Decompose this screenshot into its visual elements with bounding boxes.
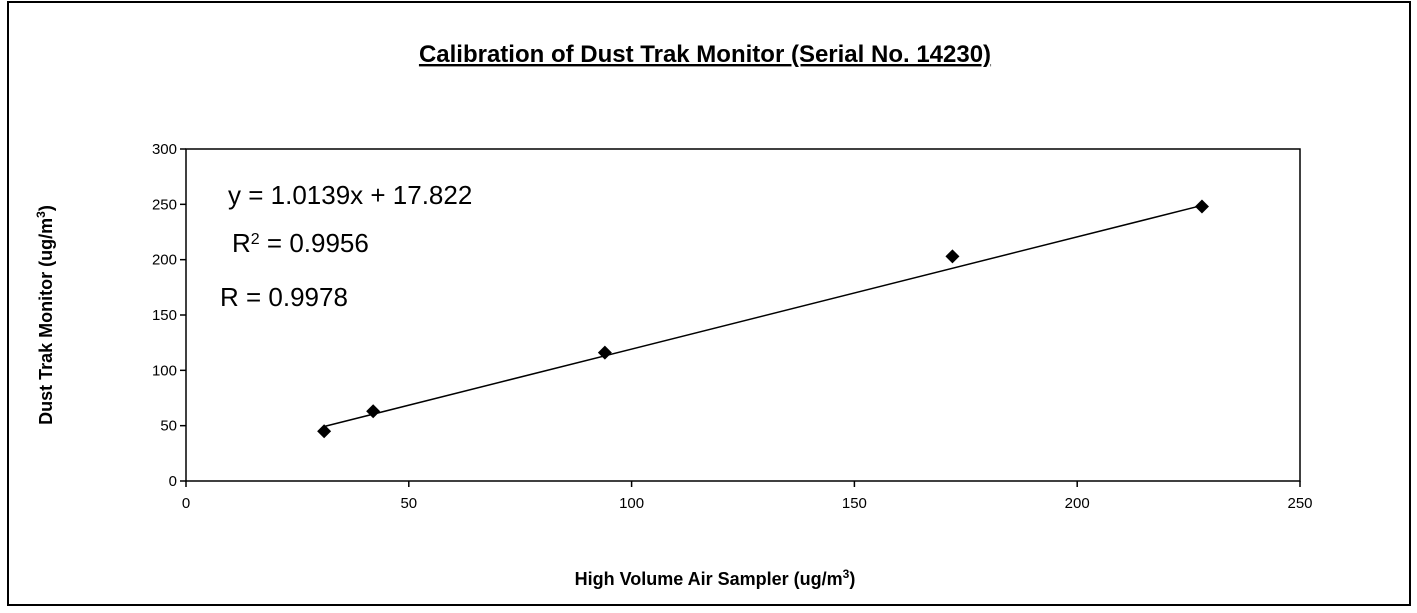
x-axis-label-tail: ) xyxy=(849,569,855,589)
r-value: R = 0.9978 xyxy=(220,282,348,312)
data-point xyxy=(317,424,332,439)
x-axis-label-sup: 3 xyxy=(843,567,850,581)
y-tick-label: 0 xyxy=(169,473,177,490)
y-axis-label-tail: ) xyxy=(36,205,56,211)
y-tick-label: 150 xyxy=(152,307,177,324)
y-tick-label: 100 xyxy=(152,362,177,379)
trendline-equation: y = 1.0139x + 17.822 xyxy=(228,180,472,210)
y-axis-label: Dust Trak Monitor (ug/m3) xyxy=(34,205,56,425)
data-point xyxy=(597,345,612,360)
y-tick-label: 250 xyxy=(152,196,177,213)
r-squared-tail: = 0.9956 xyxy=(260,228,369,258)
r-squared-text: R xyxy=(232,228,251,258)
y-tick-label: 300 xyxy=(152,141,177,158)
data-point xyxy=(366,404,381,419)
x-tick-label: 200 xyxy=(1065,495,1090,512)
x-tick-label: 100 xyxy=(619,495,644,512)
trendline xyxy=(323,204,1203,428)
data-point xyxy=(945,249,960,264)
x-axis-label-text: High Volume Air Sampler (ug/m xyxy=(575,569,843,589)
r-squared-sup: 2 xyxy=(251,231,260,248)
r-squared: R2 = 0.9956 xyxy=(232,228,369,258)
y-tick-label: 200 xyxy=(152,252,177,269)
x-tick-label: 0 xyxy=(182,495,190,512)
y-axis-label-text: Dust Trak Monitor (ug/m xyxy=(36,218,56,425)
y-axis-label-sup: 3 xyxy=(34,211,48,218)
x-tick-label: 150 xyxy=(842,495,867,512)
x-axis-label: High Volume Air Sampler (ug/m3) xyxy=(575,567,856,589)
chart-title: Calibration of Dust Trak Monitor (Serial… xyxy=(419,41,991,68)
y-tick-label: 50 xyxy=(160,418,177,435)
chart-border xyxy=(7,1,1411,606)
x-tick-label: 50 xyxy=(400,495,417,512)
data-point xyxy=(1194,199,1209,214)
x-tick-label: 250 xyxy=(1287,495,1312,512)
